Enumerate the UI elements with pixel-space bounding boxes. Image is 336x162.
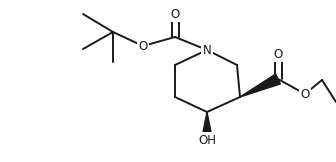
Polygon shape: [202, 112, 212, 137]
Text: OH: OH: [198, 133, 216, 146]
Text: O: O: [170, 7, 180, 21]
Text: O: O: [138, 40, 148, 52]
Polygon shape: [240, 74, 280, 97]
Text: O: O: [300, 87, 310, 100]
Text: N: N: [203, 44, 211, 57]
Text: O: O: [274, 47, 283, 60]
